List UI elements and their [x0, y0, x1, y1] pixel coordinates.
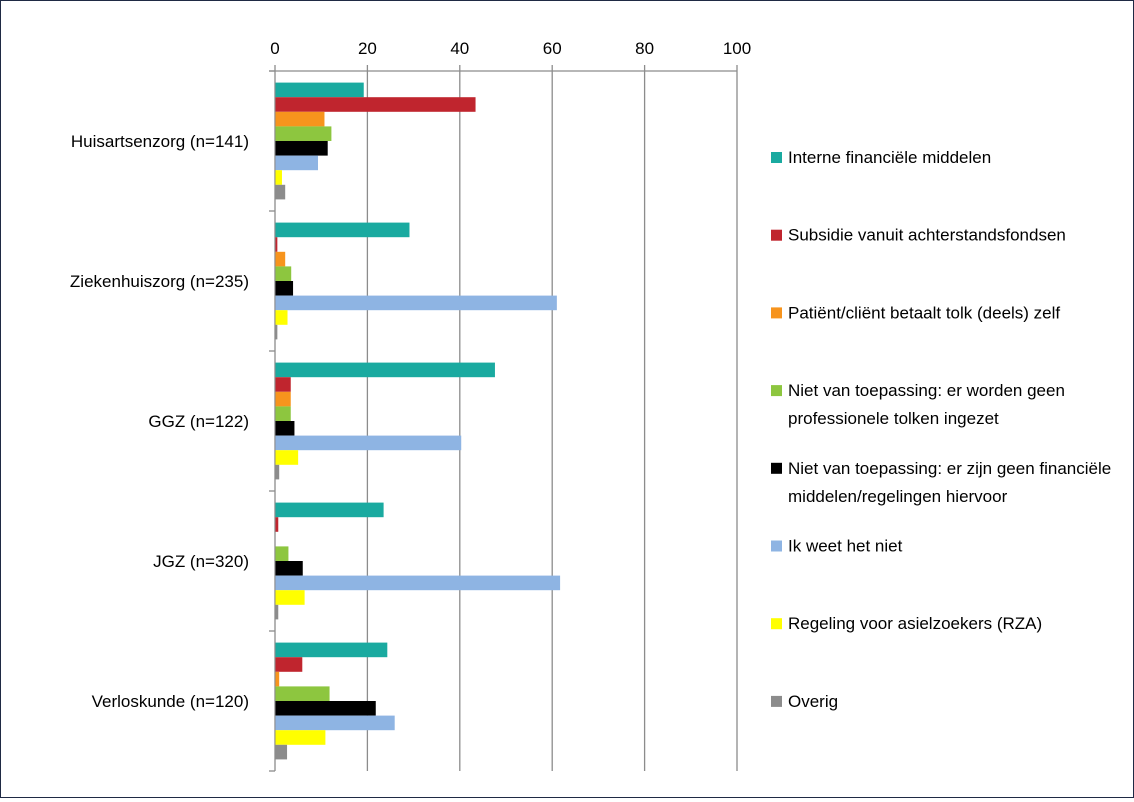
bar [275, 141, 328, 156]
legend-swatch [771, 229, 782, 241]
x-tick-label: 100 [723, 39, 751, 58]
bar [275, 97, 476, 112]
x-tick-label: 80 [635, 39, 654, 58]
bar [275, 686, 330, 701]
bar [275, 362, 495, 378]
bar [275, 730, 326, 745]
bar [275, 266, 292, 281]
bar [275, 126, 332, 141]
category-label: JGZ (n=320) [153, 552, 249, 571]
bar [275, 561, 303, 576]
bar [275, 657, 303, 672]
bar [275, 111, 325, 127]
legend-label: Regeling voor asielzoekers (RZA) [788, 614, 1042, 633]
bar [275, 155, 319, 171]
bar [275, 251, 286, 267]
category-label: Huisartsenzorg (n=141) [71, 132, 249, 151]
bar [275, 406, 291, 421]
bar [275, 435, 462, 451]
bar [275, 715, 395, 731]
bar [275, 310, 288, 325]
x-tick-label: 0 [270, 39, 279, 58]
legend-swatch [771, 462, 782, 474]
bar [275, 237, 278, 252]
category-label: Ziekenhuiszorg (n=235) [70, 272, 249, 291]
legend-swatch [771, 540, 782, 552]
legend-label: Ik weet het niet [788, 537, 903, 556]
bar [275, 590, 305, 605]
bar [275, 184, 286, 200]
legend-label: Overig [788, 692, 838, 711]
x-tick-label: 40 [450, 39, 469, 58]
bar [275, 170, 282, 185]
bar [275, 502, 384, 518]
legend-label: Interne financiële middelen [788, 148, 991, 167]
legend-swatch [771, 152, 782, 163]
legend-label: Subsidie vanuit achterstandsfondsen [788, 226, 1066, 245]
category-labels: Huisartsenzorg (n=141) Ziekenhuiszorg (n=… [70, 132, 249, 711]
bar [275, 450, 299, 465]
legend-label: Patiënt/cliënt betaalt tolk (deels) zelf [788, 303, 1060, 322]
bar [275, 377, 291, 392]
category-label: Verloskunde (n=120) [92, 692, 249, 711]
bar [275, 546, 289, 561]
bar [275, 324, 278, 340]
bar [275, 421, 295, 436]
bar [275, 671, 280, 687]
legend-swatch [771, 307, 782, 319]
bar [275, 295, 557, 311]
legend-swatch [771, 385, 782, 397]
bar [275, 517, 279, 532]
bar [275, 744, 288, 760]
legend-label: Niet van toepassing: er zijn geen financ… [788, 459, 1111, 506]
bar [275, 575, 561, 591]
legend-label: Niet van toepassing: er worden geen profe… [788, 381, 1065, 428]
legend: Interne financiële middelen Subsidie vanu… [771, 148, 1111, 711]
gridlines [366, 71, 738, 771]
bar [275, 391, 291, 407]
x-tick-label: 60 [543, 39, 562, 58]
bars [275, 82, 561, 760]
legend-swatch [771, 618, 782, 630]
bar [275, 701, 376, 716]
bar [275, 82, 364, 98]
bar [275, 281, 294, 296]
bar [275, 642, 388, 658]
legend-swatch [771, 695, 782, 707]
bar [275, 604, 279, 620]
bar [275, 464, 280, 480]
x-tick-label: 20 [358, 39, 377, 58]
axes: 0 20 40 60 80 100 [269, 39, 751, 772]
category-label: GGZ (n=122) [148, 412, 249, 431]
bar [275, 222, 410, 238]
